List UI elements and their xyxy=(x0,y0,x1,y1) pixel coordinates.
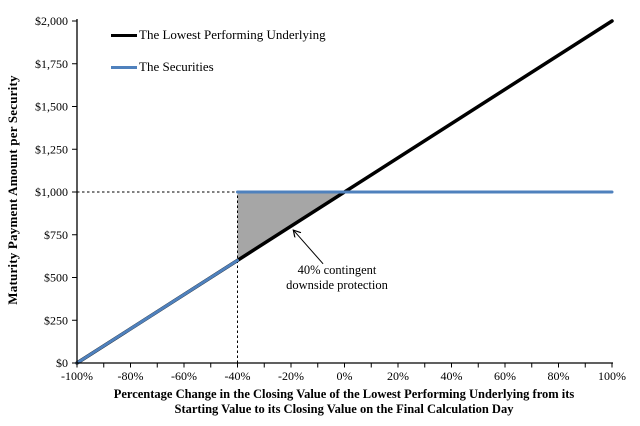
x-tick-label: 20% xyxy=(387,369,409,383)
y-tick-label: $1,750 xyxy=(35,57,68,71)
legend-label-securities: The Securities xyxy=(139,59,214,74)
y-tick-label: $1,000 xyxy=(35,185,68,199)
y-axis-title: Maturity Payment Amount per Security xyxy=(5,75,20,305)
series-line-1-0 xyxy=(75,258,239,365)
y-tick-label: $0 xyxy=(56,356,68,370)
y-tick-label: $1,500 xyxy=(35,100,68,114)
annotation-arrow xyxy=(294,230,324,265)
annotation-downside-protection: 40% contingent downside protection xyxy=(257,263,417,293)
x-tick-label: 40% xyxy=(441,369,463,383)
x-axis-title-line2: Starting Value to its Closing Value on t… xyxy=(174,401,514,416)
x-tick-label: -60% xyxy=(171,369,197,383)
x-tick-label: -20% xyxy=(278,369,304,383)
x-tick-label: 60% xyxy=(494,369,516,383)
x-tick-label: 100% xyxy=(598,369,626,383)
annotation-line2: downside protection xyxy=(286,278,388,292)
x-axis-title: Percentage Change in the Closing Value o… xyxy=(76,387,612,416)
legend: The Lowest Performing Underlying The Sec… xyxy=(111,26,326,76)
y-tick-label: $2,000 xyxy=(35,14,68,28)
x-tick-label: 0% xyxy=(337,369,353,383)
x-tick-label: -80% xyxy=(118,369,144,383)
y-tick-label: $750 xyxy=(44,228,68,242)
annotation-line1: 40% contingent xyxy=(297,263,377,277)
legend-item-underlying: The Lowest Performing Underlying xyxy=(111,26,326,44)
x-tick-label: 80% xyxy=(548,369,570,383)
legend-item-securities: The Securities xyxy=(111,58,326,76)
y-tick-label: $1,250 xyxy=(35,142,68,156)
x-axis-title-line1: Percentage Change in the Closing Value o… xyxy=(113,387,575,401)
y-tick-label: $250 xyxy=(44,313,68,327)
legend-swatch-securities-icon xyxy=(111,65,137,69)
x-tick-label: -40% xyxy=(225,369,251,383)
legend-label-underlying: The Lowest Performing Underlying xyxy=(139,27,326,42)
legend-swatch-underlying-icon xyxy=(111,33,137,37)
x-tick-label: -100% xyxy=(61,369,93,383)
y-tick-label: $500 xyxy=(44,271,68,285)
